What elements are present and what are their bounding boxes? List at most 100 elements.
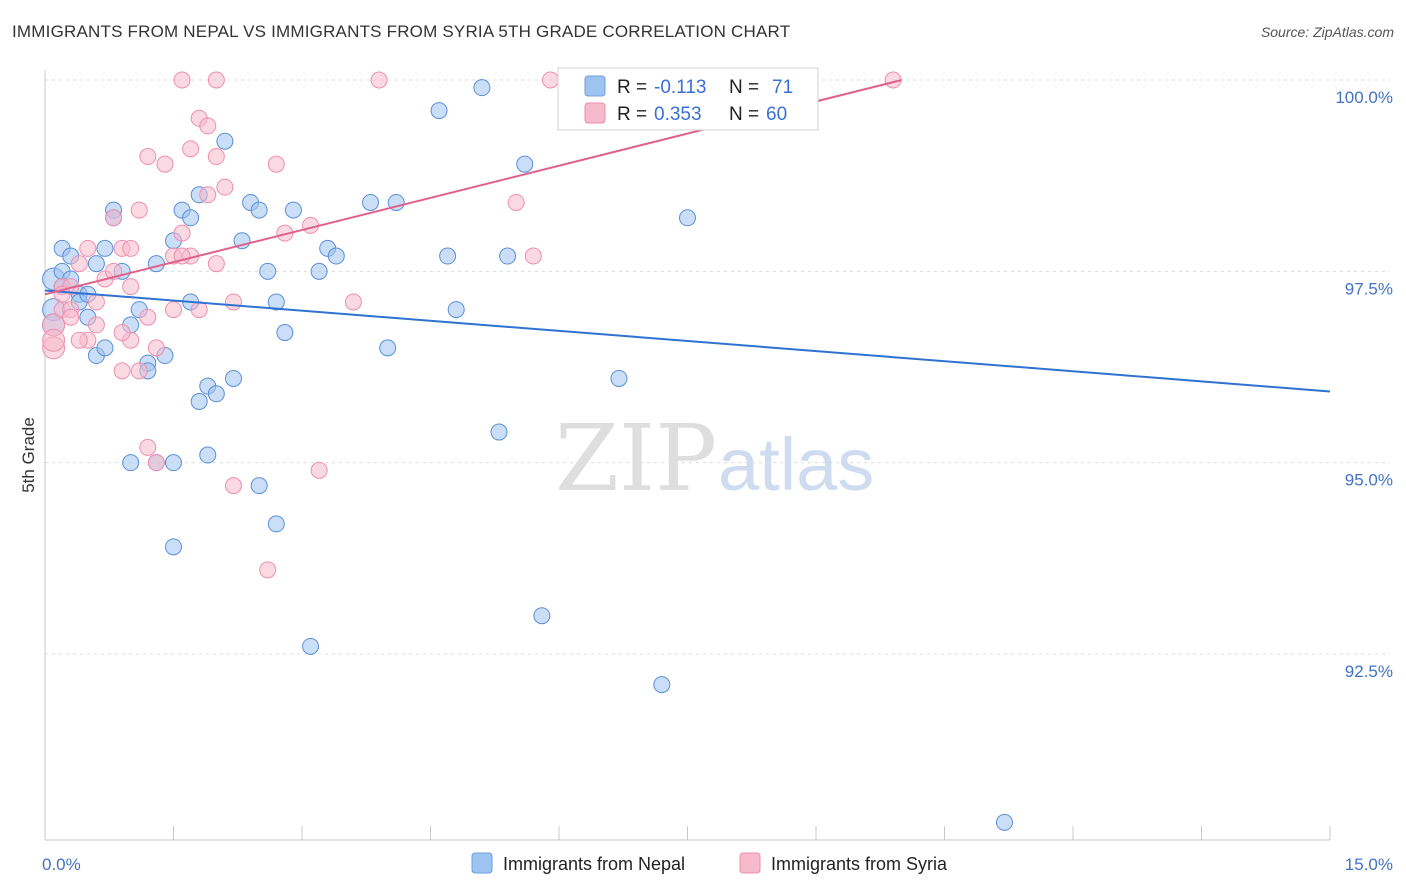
- syria-point: [173, 71, 191, 89]
- nepal-point: [327, 247, 345, 265]
- syria-point: [130, 362, 148, 380]
- syria-point: [62, 308, 80, 326]
- legend-r-value-nepal: -0.113: [654, 77, 706, 98]
- syria-point: [42, 328, 66, 352]
- gridlines: [45, 79, 1390, 655]
- nepal-point: [610, 369, 628, 387]
- axes: [44, 70, 1331, 841]
- syria-point: [207, 148, 225, 166]
- syria-point: [344, 293, 362, 311]
- syria-point: [207, 71, 225, 89]
- syria-point: [113, 324, 131, 342]
- x-tick-label-max: 15.0%: [1345, 855, 1393, 874]
- bottom-legend-swatch-nepal: [471, 852, 493, 874]
- syria-point: [199, 186, 217, 204]
- nepal-point: [679, 209, 696, 227]
- syria-point: [507, 193, 525, 211]
- syria-point: [87, 293, 105, 311]
- syria-point: [147, 454, 165, 472]
- x-tick-label-min: 0.0%: [42, 855, 81, 874]
- nepal-point: [216, 132, 234, 150]
- syria-point: [541, 71, 559, 89]
- legend-r-label-nepal: R =: [617, 77, 647, 98]
- nepal-point: [284, 201, 302, 219]
- syria-point: [173, 224, 191, 242]
- syria-point: [207, 255, 225, 273]
- x-tick-labels: 0.0% 15.0%: [42, 855, 1393, 874]
- nepal-point: [995, 813, 1013, 831]
- nepal-point: [182, 209, 200, 227]
- nepal-point: [96, 239, 114, 257]
- syria-point: [70, 255, 88, 273]
- syria-point: [224, 293, 242, 311]
- nepal-point: [533, 607, 551, 625]
- nepal-point: [250, 201, 268, 219]
- nepal-point: [267, 515, 285, 533]
- nepal-point: [250, 477, 268, 495]
- nepal-point: [447, 301, 465, 319]
- syria-point: [224, 477, 242, 495]
- nepal-point: [653, 676, 671, 694]
- nepal-point: [199, 446, 217, 464]
- syria-point: [122, 239, 140, 257]
- nepal-point: [87, 255, 105, 273]
- legend-n-value-syria: 60: [766, 104, 787, 125]
- y-tick-label: 92.5%: [1345, 662, 1393, 681]
- nepal-point: [473, 79, 491, 97]
- bottom-legend-label-nepal: Immigrants from Nepal: [503, 854, 685, 874]
- syria-point: [79, 239, 97, 257]
- nepal-point: [430, 102, 448, 120]
- watermark-atlas: atlas: [718, 423, 874, 506]
- watermark: ZIP atlas: [555, 405, 874, 512]
- syria-point: [87, 316, 105, 334]
- nepal-point: [165, 538, 182, 556]
- syria-point: [105, 209, 123, 227]
- y-tick-label: 95.0%: [1345, 471, 1393, 490]
- syria-point: [216, 178, 234, 196]
- syria-point: [267, 155, 285, 173]
- nepal-point: [96, 339, 114, 357]
- legend-swatch-nepal: [584, 75, 606, 97]
- nepal-point: [165, 454, 182, 472]
- y-tick-label: 97.5%: [1345, 279, 1393, 298]
- syria-point: [147, 339, 165, 357]
- nepal-point: [499, 247, 517, 265]
- nepal-point: [267, 293, 285, 311]
- syria-point: [302, 216, 320, 234]
- nepal-point: [224, 369, 242, 387]
- bottom-legend: Immigrants from Nepal Immigrants from Sy…: [471, 852, 948, 874]
- series-syria-points: [42, 71, 902, 579]
- y-tick-labels: 92.5% 95.0% 97.5% 100.0%: [1335, 88, 1393, 681]
- legend-swatch-syria: [584, 102, 606, 124]
- syria-point: [139, 148, 157, 166]
- syria-point: [130, 201, 148, 219]
- nepal-point: [302, 637, 320, 655]
- legend-n-label-syria: N =: [729, 104, 759, 125]
- nepal-point: [362, 193, 380, 211]
- syria-point: [370, 71, 388, 89]
- bottom-legend-swatch-syria: [739, 852, 761, 874]
- source-note: Source: ZipAtlas.com: [1260, 24, 1394, 40]
- nepal-point: [516, 155, 534, 173]
- syria-point: [165, 301, 182, 319]
- nepal-point: [147, 255, 165, 273]
- chart-title: IMMIGRANTS FROM NEPAL VS IMMIGRANTS FROM…: [12, 22, 791, 41]
- nepal-point: [490, 423, 508, 441]
- syria-point: [310, 461, 328, 479]
- syria-point: [122, 278, 140, 296]
- nepal-point: [207, 385, 225, 403]
- legend-n-label-nepal: N =: [729, 77, 759, 98]
- syria-point: [113, 362, 131, 380]
- syria-point: [199, 117, 217, 135]
- syria-point: [139, 308, 157, 326]
- nepal-point: [190, 392, 208, 410]
- syria-point: [182, 140, 200, 158]
- nepal-point: [276, 324, 294, 342]
- nepal-point: [439, 247, 457, 265]
- nepal-point: [379, 339, 397, 357]
- syria-point: [156, 155, 174, 173]
- nepal-point: [259, 262, 277, 280]
- bottom-legend-label-syria: Immigrants from Syria: [771, 854, 948, 874]
- syria-point: [139, 438, 157, 456]
- nepal-point: [122, 454, 140, 472]
